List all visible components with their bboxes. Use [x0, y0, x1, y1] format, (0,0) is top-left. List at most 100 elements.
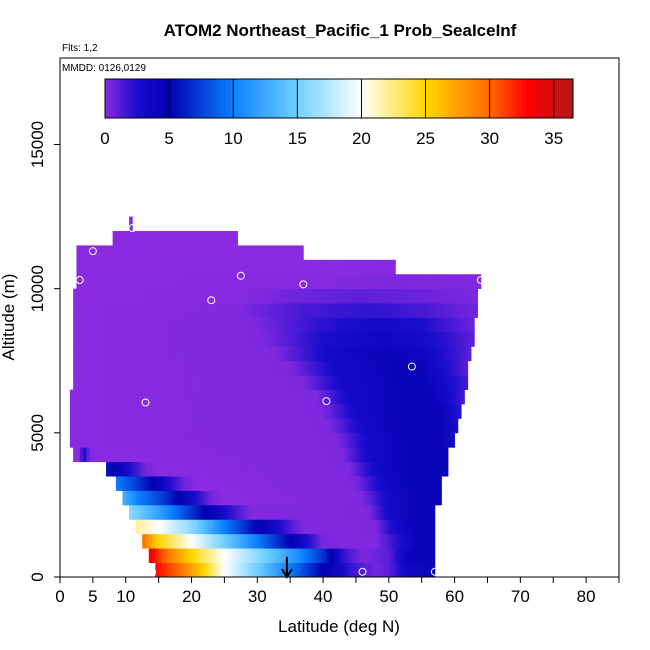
- heatmap-cell: [452, 346, 457, 362]
- heatmap-cell: [257, 259, 262, 275]
- heatmap-cell: [426, 490, 430, 506]
- heatmap-cell: [290, 447, 295, 463]
- heatmap-cell: [267, 360, 272, 376]
- heatmap-cell: [333, 533, 338, 549]
- heatmap-cell: [369, 504, 374, 520]
- heatmap-cell: [442, 404, 447, 419]
- heatmap-cell: [152, 288, 157, 304]
- heatmap-cell: [439, 490, 442, 506]
- heatmap-cell: [257, 274, 262, 290]
- heatmap-cell: [314, 274, 318, 290]
- heatmap-cell: [139, 274, 143, 290]
- heatmap-cell: [267, 331, 272, 347]
- colorbar-swatch: [393, 79, 398, 118]
- heatmap-cell: [188, 504, 193, 520]
- heatmap-cell: [396, 360, 401, 376]
- heatmap-cell: [185, 346, 190, 362]
- heatmap-cell: [264, 447, 269, 463]
- heatmap-cell: [119, 461, 123, 477]
- heatmap-cell: [261, 461, 265, 477]
- heatmap-cell: [198, 490, 203, 506]
- heatmap-cell: [320, 432, 325, 448]
- heatmap-cell: [172, 346, 176, 362]
- heatmap-cell: [135, 404, 140, 419]
- colorbar-swatch: [444, 79, 449, 118]
- heatmap-cell: [254, 288, 259, 304]
- heatmap-cell: [366, 404, 371, 419]
- heatmap-cell: [254, 360, 259, 376]
- heatmap-cell: [125, 231, 130, 246]
- heatmap-cell: [436, 360, 440, 376]
- colorbar-swatch: [463, 79, 469, 118]
- heatmap-cell: [383, 548, 387, 563]
- dates-label: MMDD: 0126,0129: [62, 63, 146, 74]
- heatmap-cell: [343, 533, 348, 549]
- heatmap-cell: [224, 404, 229, 419]
- heatmap-cell: [181, 548, 186, 563]
- heatmap-cell: [373, 461, 378, 477]
- heatmap-cell: [185, 548, 189, 563]
- heatmap-cell: [406, 490, 410, 506]
- heatmap-cell: [310, 375, 315, 390]
- heatmap-cell: [221, 245, 226, 261]
- heatmap-cell: [287, 375, 292, 390]
- heatmap-cell: [76, 447, 81, 463]
- x-tick-label: 20: [182, 587, 201, 606]
- heatmap-cell: [241, 476, 245, 491]
- heatmap-cell: [182, 389, 186, 405]
- heatmap-cell: [208, 476, 212, 491]
- heatmap-cell: [188, 360, 193, 376]
- heatmap-cell: [241, 404, 246, 419]
- colorbar-swatch: [284, 79, 289, 118]
- heatmap-cell: [175, 389, 180, 405]
- heatmap-cell: [162, 389, 166, 405]
- heatmap-cell: [92, 404, 97, 419]
- heatmap-cell: [142, 288, 147, 304]
- heatmap-cell: [145, 360, 150, 376]
- heatmap-cell: [416, 476, 420, 491]
- heatmap-cell: [403, 432, 407, 448]
- heatmap-cell: [149, 432, 153, 448]
- heatmap-cell: [125, 331, 130, 347]
- heatmap-cell: [145, 447, 150, 463]
- heatmap-cell: [218, 346, 223, 362]
- heatmap-cell: [214, 490, 219, 506]
- heatmap-cell: [145, 259, 150, 275]
- heatmap-cell: [201, 375, 206, 390]
- colorbar-swatch: [467, 79, 473, 118]
- heatmap-cell: [139, 245, 143, 261]
- heatmap-cell: [149, 404, 153, 419]
- heatmap-cell: [353, 476, 358, 491]
- heatmap-cell: [152, 360, 157, 376]
- heatmap-cell: [172, 418, 176, 434]
- heatmap-cell: [330, 418, 335, 434]
- heatmap-cell: [376, 418, 381, 434]
- heatmap-cell: [393, 259, 396, 275]
- colorbar-swatch: [389, 79, 395, 118]
- heatmap-cell: [320, 490, 325, 506]
- heatmap-cell: [152, 447, 157, 463]
- heatmap-cell: [224, 360, 229, 376]
- heatmap-cell: [231, 490, 236, 506]
- heatmap-cell: [125, 274, 130, 290]
- heatmap-cell: [201, 259, 206, 275]
- heatmap-cell: [294, 533, 298, 549]
- heatmap-cell: [224, 418, 229, 434]
- heatmap-cell: [310, 490, 315, 506]
- heatmap-cell: [119, 476, 123, 491]
- heatmap-cell: [241, 331, 246, 347]
- heatmap-cell: [347, 331, 351, 347]
- heatmap-cell: [185, 461, 189, 477]
- heatmap-cell: [109, 360, 114, 376]
- heatmap-cell: [277, 346, 282, 362]
- heatmap-cell: [317, 317, 322, 333]
- heatmap-cell: [449, 404, 454, 419]
- colorbar-swatch: [214, 79, 219, 118]
- heatmap-cell: [353, 432, 358, 448]
- heatmap-cell: [403, 331, 407, 347]
- heatmap-cell: [241, 533, 245, 549]
- heatmap-cell: [135, 259, 140, 275]
- heatmap-cell: [267, 389, 272, 405]
- heatmap-cell: [356, 418, 361, 434]
- heatmap-cell: [208, 259, 213, 275]
